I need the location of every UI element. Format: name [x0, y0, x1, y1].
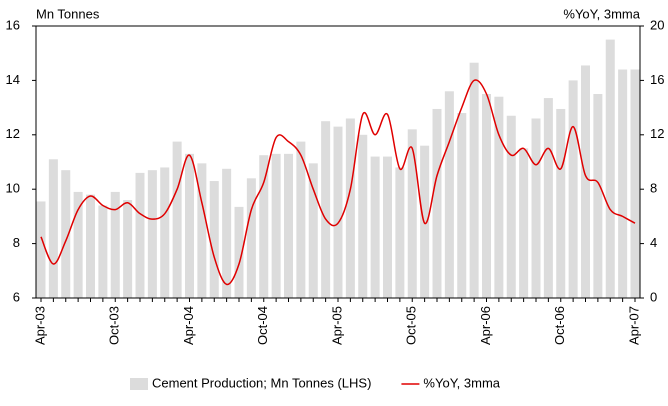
x-tick-label: Apr-06 [478, 306, 493, 345]
bar [395, 167, 405, 298]
bar [444, 91, 454, 298]
bar [543, 98, 553, 298]
x-tick-label: Oct-04 [255, 306, 270, 345]
bar [581, 65, 590, 298]
bar [308, 163, 318, 298]
bar [172, 141, 182, 298]
bar [531, 118, 541, 298]
x-tick-label: Apr-05 [329, 306, 344, 345]
bar [135, 172, 145, 298]
bar [482, 94, 491, 298]
bar [197, 163, 207, 298]
y2-tick-label: 0 [650, 289, 657, 304]
line [40, 79, 636, 286]
bar [185, 153, 194, 298]
bar [271, 153, 281, 298]
bar [246, 178, 256, 298]
bar [457, 113, 467, 298]
bar [568, 80, 578, 299]
y2-tick-label: 16 [650, 72, 664, 87]
bar [630, 69, 640, 299]
bar [383, 156, 392, 298]
x-tick-label: Oct-05 [404, 306, 419, 345]
y2-tick-label: 20 [650, 17, 664, 32]
bar [321, 121, 331, 298]
legend-swatch [130, 378, 148, 390]
bar [407, 129, 417, 298]
x-tick-label: Oct-03 [107, 306, 122, 345]
y-tick-label: 14 [6, 72, 20, 87]
bar [209, 181, 219, 298]
bar [432, 108, 442, 299]
bar [333, 126, 343, 298]
y2-tick-label: 8 [650, 181, 657, 196]
y-tick-label: 16 [6, 17, 20, 32]
x-tick-label: Apr-04 [181, 306, 196, 345]
y2-tick-label: 12 [650, 126, 664, 141]
bar [61, 170, 71, 298]
y-tick-label: 10 [6, 181, 20, 196]
bar [296, 141, 306, 298]
bar [370, 156, 380, 298]
bar [556, 108, 566, 299]
bar [494, 96, 504, 298]
legend-label: Cement Production; Mn Tonnes (LHS) [152, 375, 371, 390]
bar [147, 170, 157, 298]
x-tick-label: Apr-03 [32, 306, 47, 345]
y-axis-label: Mn Tonnes [36, 6, 100, 21]
bar [358, 134, 368, 298]
bar [259, 155, 269, 298]
y2-tick-label: 4 [650, 235, 657, 250]
bar [284, 153, 293, 298]
bar [618, 69, 628, 299]
y-tick-label: 6 [13, 289, 20, 304]
bar [110, 191, 120, 298]
bar [36, 201, 46, 298]
y-tick-label: 8 [13, 235, 20, 250]
bar [593, 94, 603, 298]
bar [345, 118, 355, 298]
bar [98, 205, 108, 298]
bar [48, 159, 58, 298]
bar [519, 148, 529, 298]
bar [605, 39, 615, 298]
y-tick-label: 12 [6, 126, 20, 141]
x-tick-label: Apr-07 [626, 306, 641, 345]
x-tick-label: Oct-06 [552, 306, 567, 345]
bar [469, 62, 479, 298]
legend-label: %YoY, 3mma [423, 375, 500, 390]
bar [234, 206, 244, 298]
bar [86, 194, 95, 298]
bar [123, 200, 133, 298]
bar [73, 191, 83, 298]
bar [160, 167, 170, 298]
bar [506, 115, 516, 298]
y2-axis-label: %YoY, 3mma [563, 6, 640, 21]
bar [222, 168, 232, 298]
